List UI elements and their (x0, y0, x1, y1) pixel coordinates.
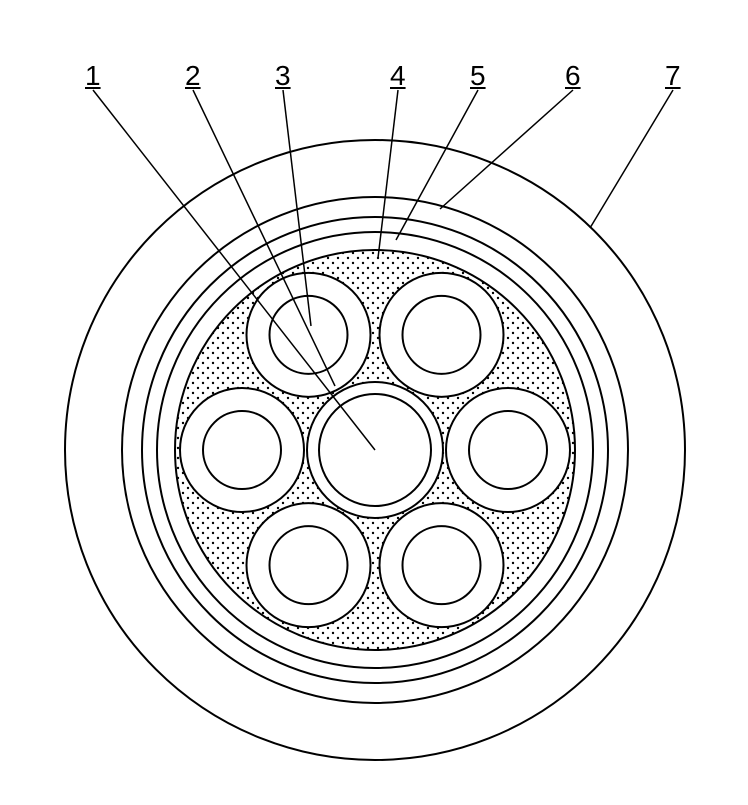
callout-label-1: 1 (85, 60, 101, 92)
callout-label-2: 2 (185, 60, 201, 92)
cable-cross-section-diagram (0, 0, 748, 805)
callout-label-6: 6 (565, 60, 581, 92)
callout-label-5: 5 (470, 60, 486, 92)
callout-label-4: 4 (390, 60, 406, 92)
callout-label-3: 3 (275, 60, 291, 92)
callout-label-7: 7 (665, 60, 681, 92)
